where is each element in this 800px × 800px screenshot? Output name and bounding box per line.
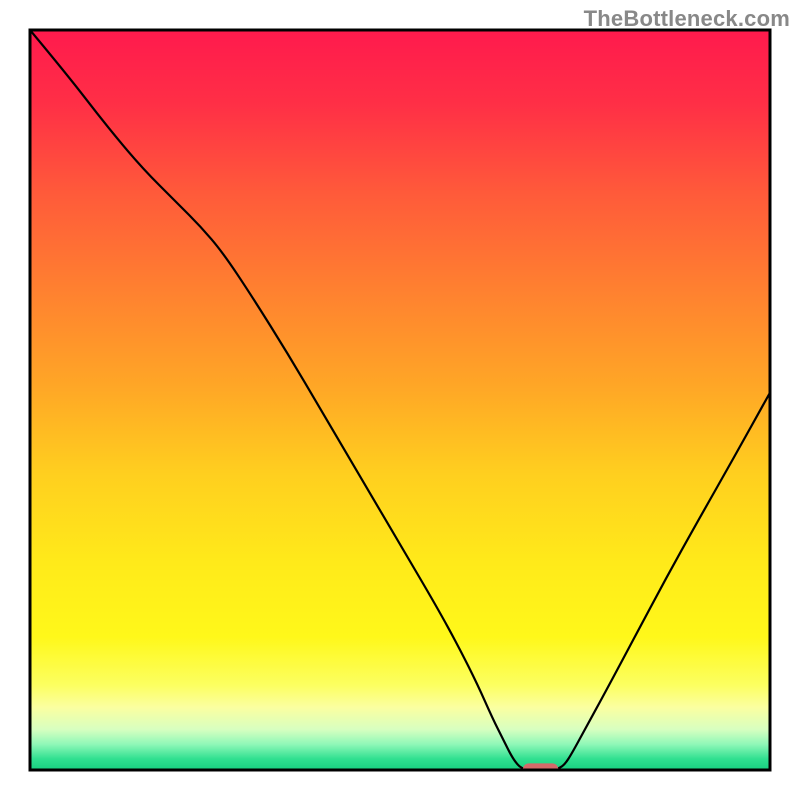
- watermark-text: TheBottleneck.com: [584, 6, 790, 32]
- plot-background: [30, 30, 770, 770]
- bottleneck-chart: TheBottleneck.com: [0, 0, 800, 800]
- chart-svg: [0, 0, 800, 800]
